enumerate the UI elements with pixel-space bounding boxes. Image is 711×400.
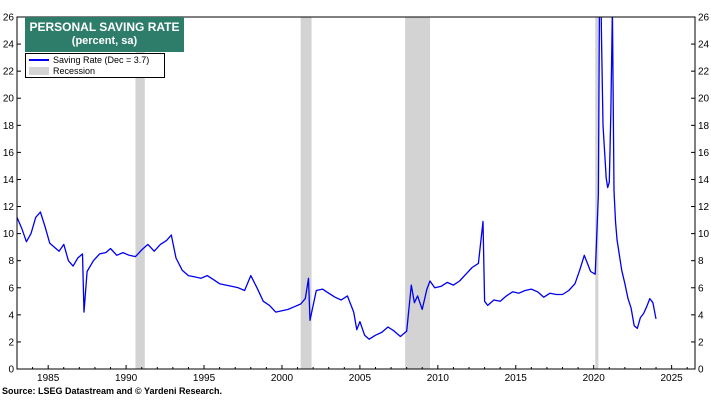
y-tick-label-right: 16: [698, 148, 710, 159]
x-tick-label: 1985: [37, 373, 60, 384]
x-tick-label: 1995: [193, 373, 216, 384]
y-tick-label-left: 8: [8, 256, 14, 267]
y-tick-label-right: 22: [698, 67, 710, 78]
x-tick-label: 2020: [583, 373, 606, 384]
y-tick-label-right: 6: [698, 283, 704, 294]
y-tick-label-left: 6: [8, 283, 14, 294]
y-tick-label-left: 2: [8, 337, 14, 348]
legend-box-swatch: [29, 66, 49, 75]
y-tick-label-left: 10: [3, 229, 15, 240]
y-tick-label-left: 20: [3, 94, 15, 105]
y-tick-label-right: 24: [698, 40, 710, 51]
legend-label-recession: Recession: [53, 65, 96, 76]
y-tick-label-right: 10: [698, 229, 710, 240]
recession-bands: [135, 17, 599, 369]
y-tick-label-left: 18: [3, 121, 15, 132]
y-tick-label-right: 26: [698, 13, 710, 24]
recession-band-0: [135, 17, 145, 369]
y-tick-label-left: 16: [3, 148, 15, 159]
legend-item-recession: Recession: [26, 65, 164, 76]
x-tick-label: 2010: [427, 373, 450, 384]
y-tick-label-left: 0: [8, 365, 14, 376]
x-tick-label: 2005: [349, 373, 372, 384]
y-tick-label-right: 14: [698, 175, 710, 186]
legend: Saving Rate (Dec = 3.7) Recession: [25, 53, 165, 78]
y-tick-label-right: 8: [698, 256, 704, 267]
legend-item-saving-rate: Saving Rate (Dec = 3.7): [26, 54, 164, 65]
chart-subtitle: (percent, sa): [71, 35, 138, 47]
legend-label-saving-rate: Saving Rate (Dec = 3.7): [53, 54, 150, 65]
recession-band-1: [300, 17, 312, 369]
x-tick-label: 2015: [505, 373, 528, 384]
chart-title-box: PERSONAL SAVING RATE (percent, sa): [25, 17, 184, 52]
recession-band-3: [595, 17, 599, 369]
series-lines: [17, 17, 657, 340]
y-tick-label-left: 14: [3, 175, 15, 186]
legend-line-swatch: [29, 58, 49, 61]
y-tick-label-left: 22: [3, 67, 15, 78]
y-tick-label-right: 4: [698, 310, 704, 321]
y-tick-label-right: 0: [698, 365, 704, 376]
y-tick-label-right: 20: [698, 94, 710, 105]
y-tick-label-left: 24: [3, 40, 15, 51]
x-tick-label: 1990: [115, 373, 138, 384]
chart-title: PERSONAL SAVING RATE: [29, 20, 180, 34]
source-note: Source: LSEG Datastream and © Yardeni Re…: [2, 386, 223, 396]
y-tick-label-left: 12: [3, 202, 15, 213]
y-tick-label-left: 26: [3, 13, 15, 24]
plot-frame: [16, 16, 696, 370]
y-tick-label-right: 12: [698, 202, 710, 213]
x-tick-label: 2025: [660, 373, 683, 384]
series-line-0: [17, 17, 657, 340]
y-tick-label-left: 4: [8, 310, 14, 321]
x-tick-label: 2000: [271, 373, 294, 384]
y-tick-label-right: 18: [698, 121, 710, 132]
y-tick-label-right: 2: [698, 337, 704, 348]
